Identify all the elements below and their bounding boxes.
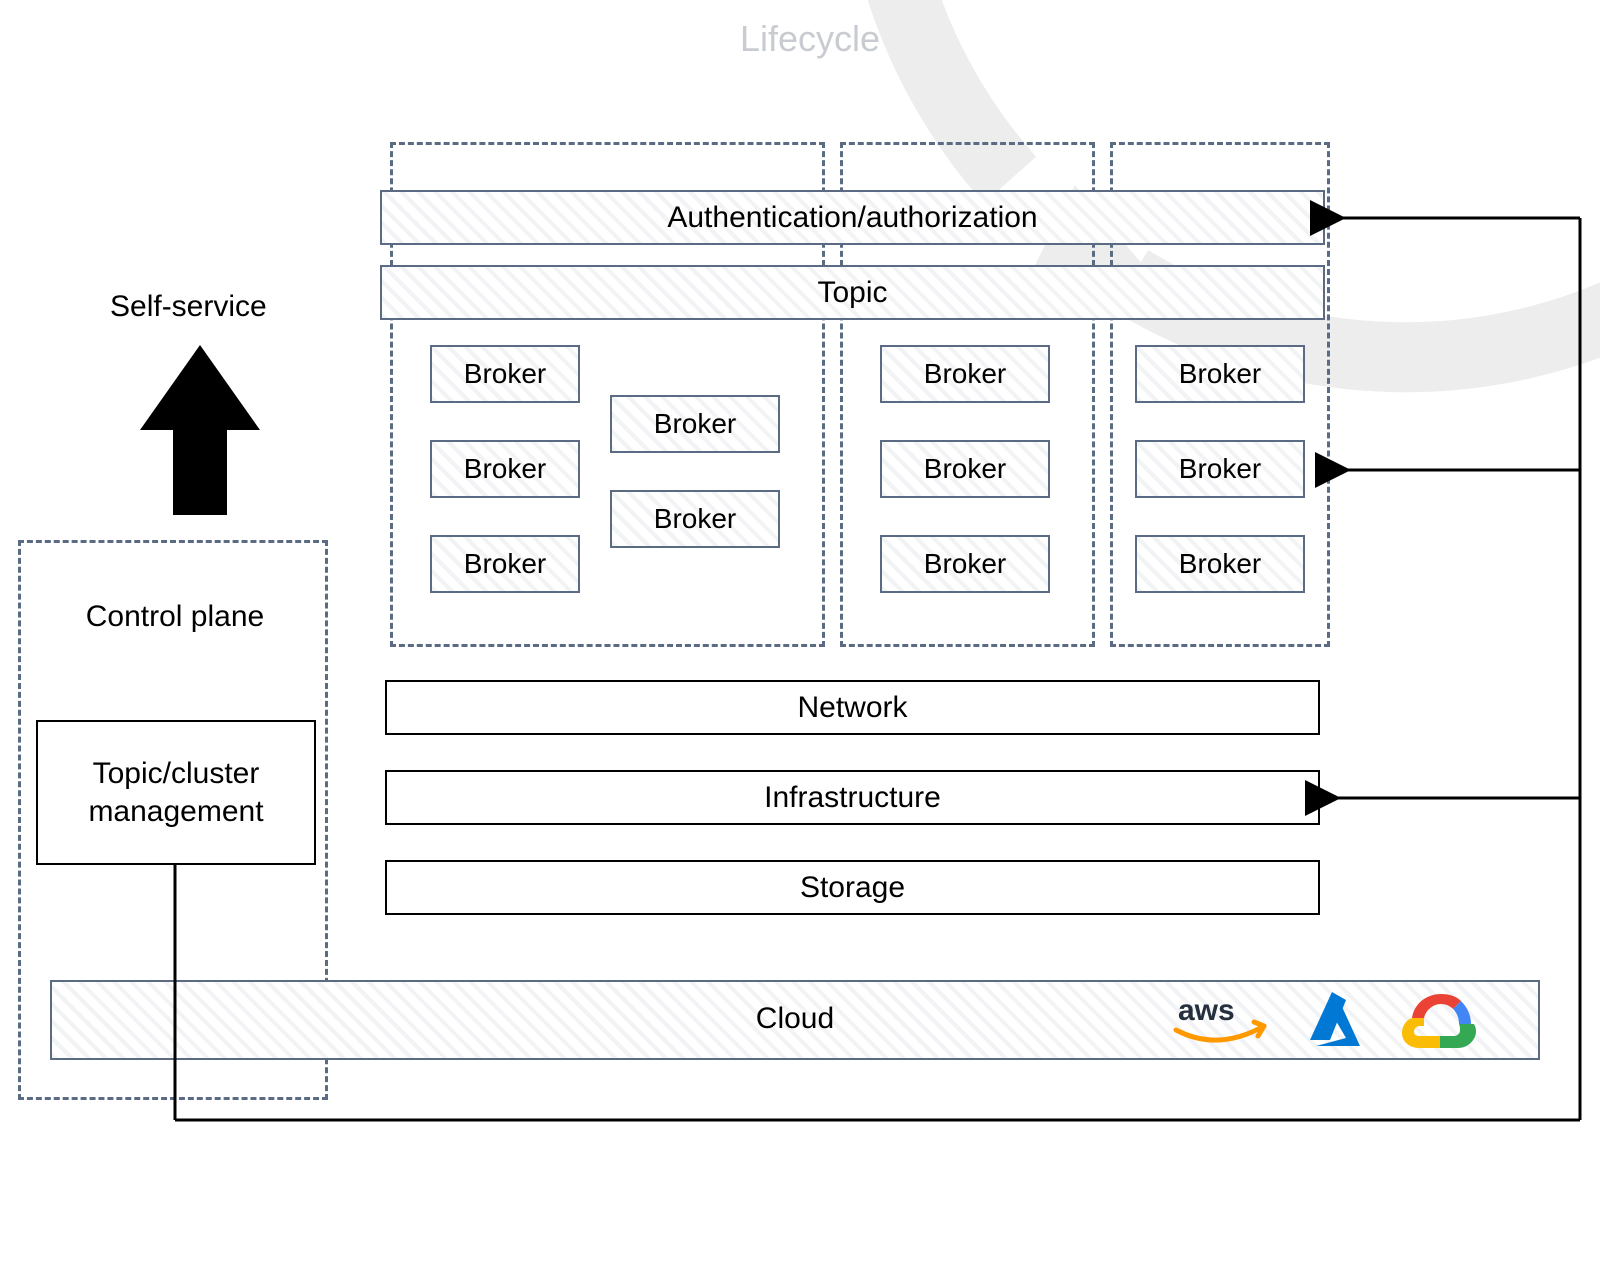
connector-lines	[0, 0, 1600, 1264]
diagram-stage: Lifecycle Control plane Self-service Top…	[0, 0, 1600, 1264]
